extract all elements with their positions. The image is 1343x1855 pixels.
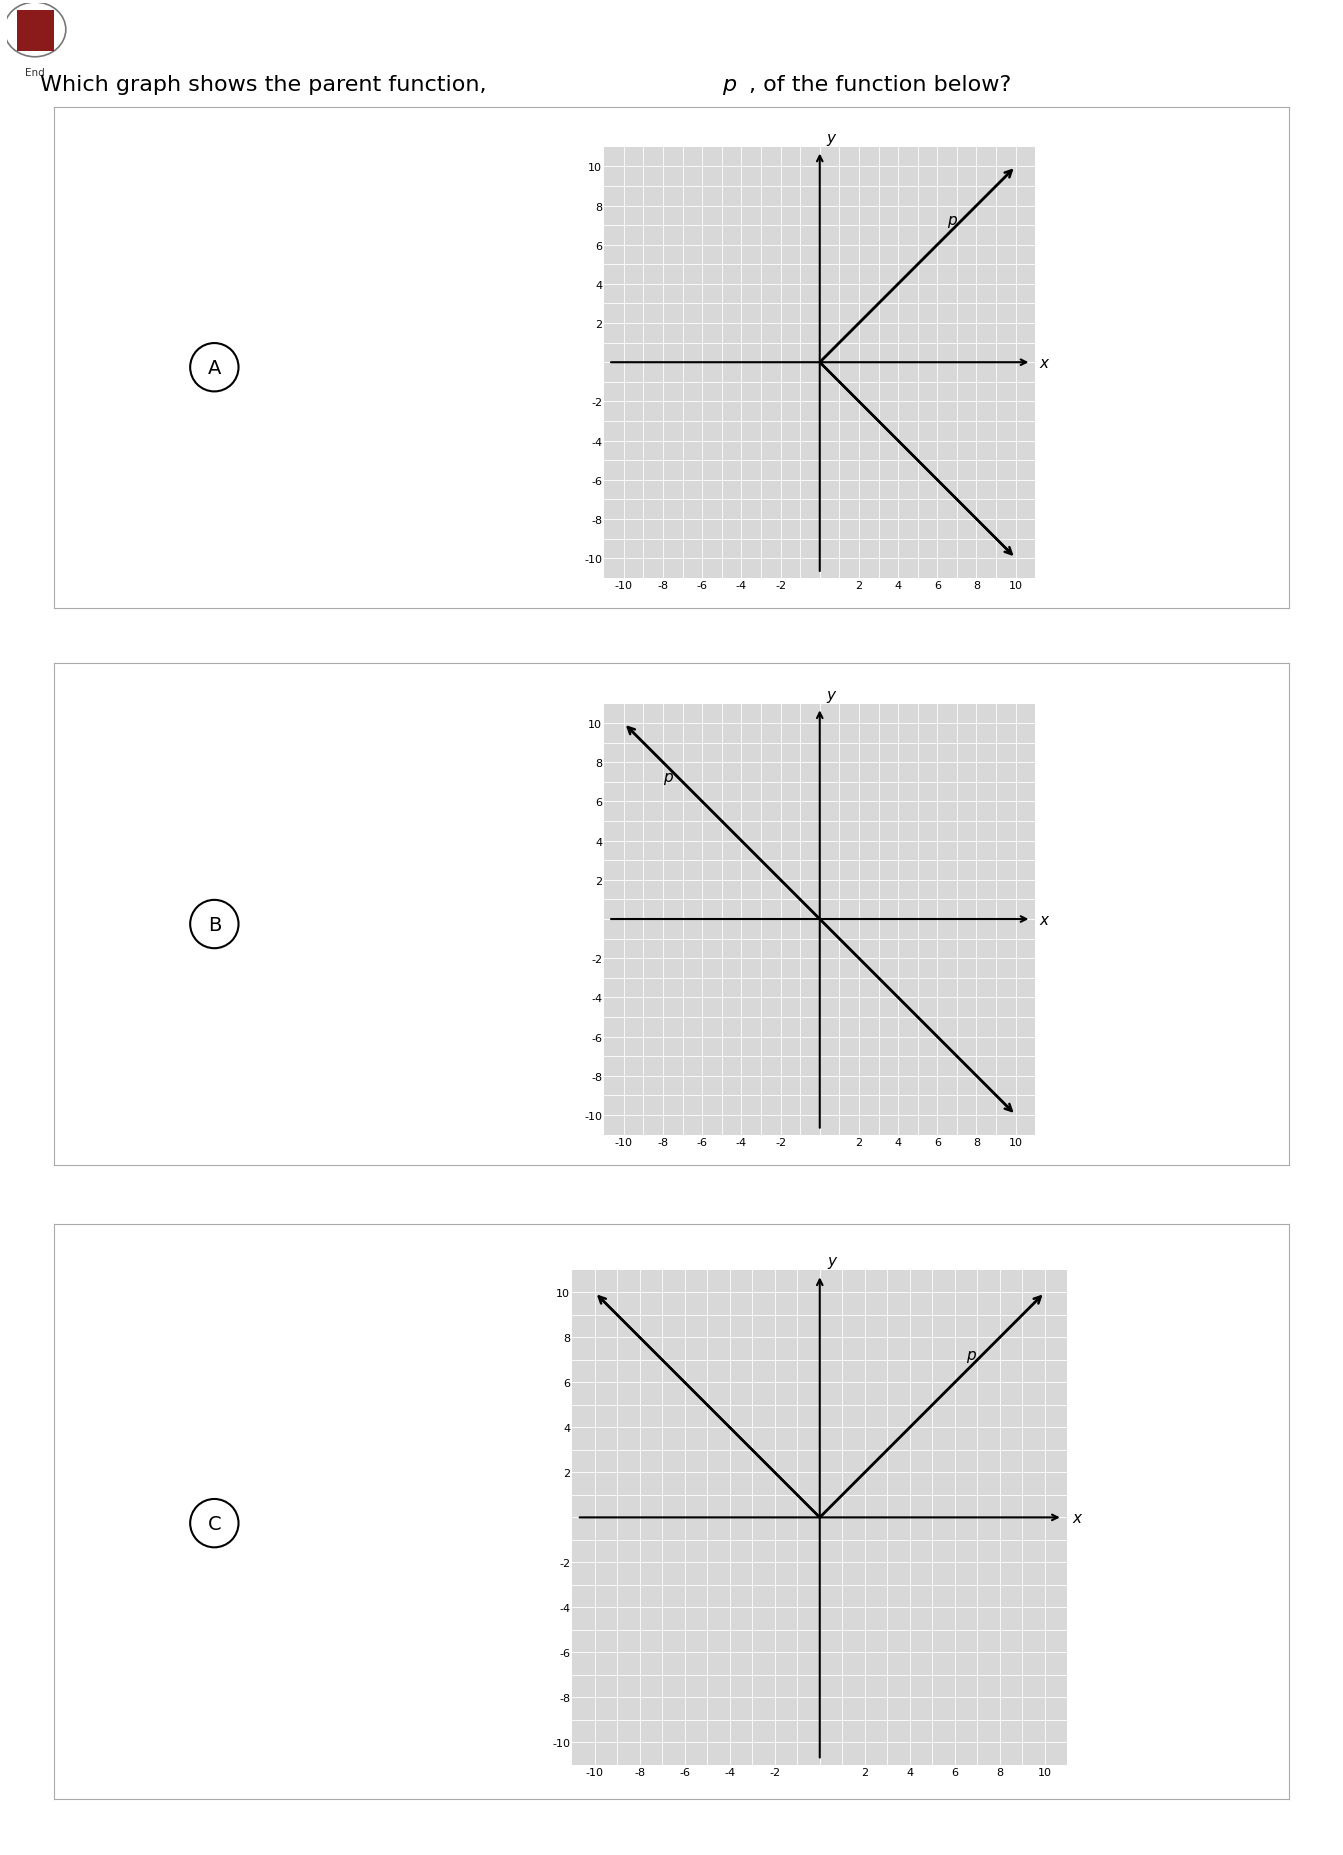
Text: Which graph shows the parent function,: Which graph shows the parent function,: [40, 76, 493, 95]
Text: $\mathit{h}(\mathit{x}) = 3|\mathit{x} + 3|$: $\mathit{h}(\mathit{x}) = 3|\mathit{x} +…: [573, 124, 756, 154]
Text: p: p: [723, 76, 736, 95]
Text: $x$: $x$: [1072, 1510, 1084, 1525]
Text: $p$: $p$: [663, 770, 674, 787]
Text: End: End: [26, 69, 44, 78]
Circle shape: [4, 4, 66, 58]
Text: $y$: $y$: [826, 688, 837, 705]
Text: $y$: $y$: [826, 132, 837, 148]
Text: B: B: [208, 915, 222, 935]
Text: $p$: $p$: [966, 1349, 976, 1365]
Text: $y$: $y$: [826, 1254, 838, 1271]
Text: $x$: $x$: [1039, 356, 1050, 371]
Bar: [16, 11, 54, 52]
Text: C: C: [208, 1514, 222, 1532]
Text: $x$: $x$: [1039, 913, 1050, 928]
Text: , of the function below?: , of the function below?: [749, 76, 1011, 95]
Text: $p$: $p$: [947, 213, 958, 230]
Text: A: A: [208, 358, 222, 378]
